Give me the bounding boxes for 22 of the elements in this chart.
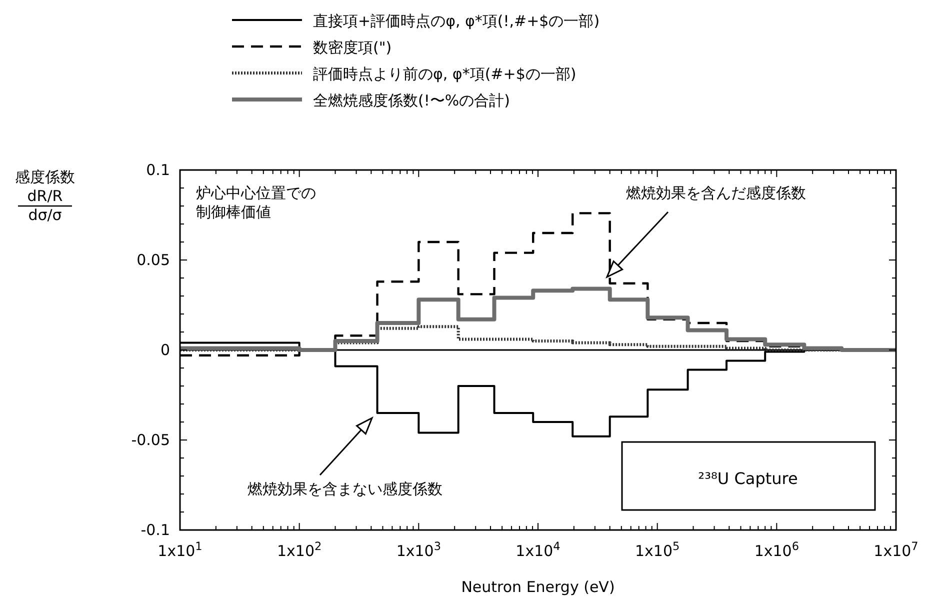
x-axis-title: Neutron Energy (eV)	[461, 578, 615, 596]
legend-label: 数密度項(")	[313, 38, 392, 56]
annotation: ²³⁸U Capture	[698, 469, 798, 488]
x-tick-label: 1x10$^{6}$	[754, 540, 800, 560]
annotation: 燃焼効果を含んだ感度係数	[626, 184, 806, 202]
y-tick-label: 0.05	[136, 251, 170, 269]
legend-label: 評価時点より前のφ, φ*項(#+$の一部)	[313, 65, 576, 83]
annotation: 炉心中心位置での制御棒価値	[196, 184, 316, 221]
legend-label: 全燃焼感度係数(!〜%の合計)	[313, 92, 510, 110]
y-axis-title: 感度係数 dR/R dσ/σ	[15, 168, 75, 224]
x-tick-label: 1x10$^{4}$	[516, 540, 560, 560]
annotation: 燃焼効果を含まない感度係数	[248, 480, 442, 498]
x-tick-label: 1x10$^{7}$	[874, 540, 918, 560]
y-tick-label: 0	[160, 341, 170, 359]
x-tick-label: 1x10$^{2}$	[276, 540, 322, 560]
x-tick-label: 1x10$^{1}$	[158, 540, 202, 560]
y-tick-label: -0.1	[140, 521, 170, 539]
y-tick-label: 0.1	[146, 161, 170, 179]
y-tick-label: -0.05	[131, 431, 170, 449]
x-tick-label: 1x10$^{5}$	[634, 540, 680, 560]
legend-label: 直接項+評価時点のφ, φ*項(!,#+$の一部)	[313, 12, 600, 30]
x-tick-label: 1x10$^{3}$	[396, 540, 442, 560]
